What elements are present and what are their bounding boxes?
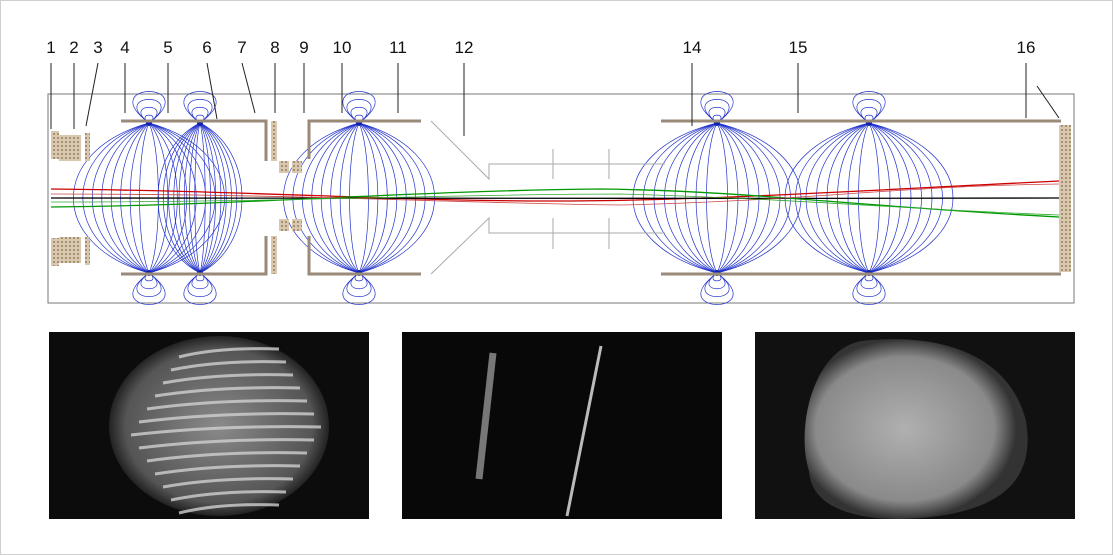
part-label: 15 <box>789 38 808 57</box>
part-label: 12 <box>455 38 474 57</box>
part-label: 10 <box>333 38 352 57</box>
part-label: 7 <box>237 38 246 57</box>
part-label: 8 <box>270 38 279 57</box>
part-label: 11 <box>389 38 407 57</box>
part-label: 4 <box>120 38 129 57</box>
part-label: 6 <box>202 38 211 57</box>
part-label: 16 <box>1017 38 1036 57</box>
part-label: 14 <box>683 38 702 57</box>
image-panels <box>49 332 1075 519</box>
part-label: 3 <box>93 38 102 57</box>
part-label: 5 <box>163 38 172 57</box>
part-label: 1 <box>46 38 55 57</box>
part-label: 9 <box>299 38 308 57</box>
figure: 123456789101112141516 <box>0 0 1113 555</box>
part-label: 2 <box>69 38 78 57</box>
figure-canvas: 123456789101112141516 <box>1 1 1112 554</box>
